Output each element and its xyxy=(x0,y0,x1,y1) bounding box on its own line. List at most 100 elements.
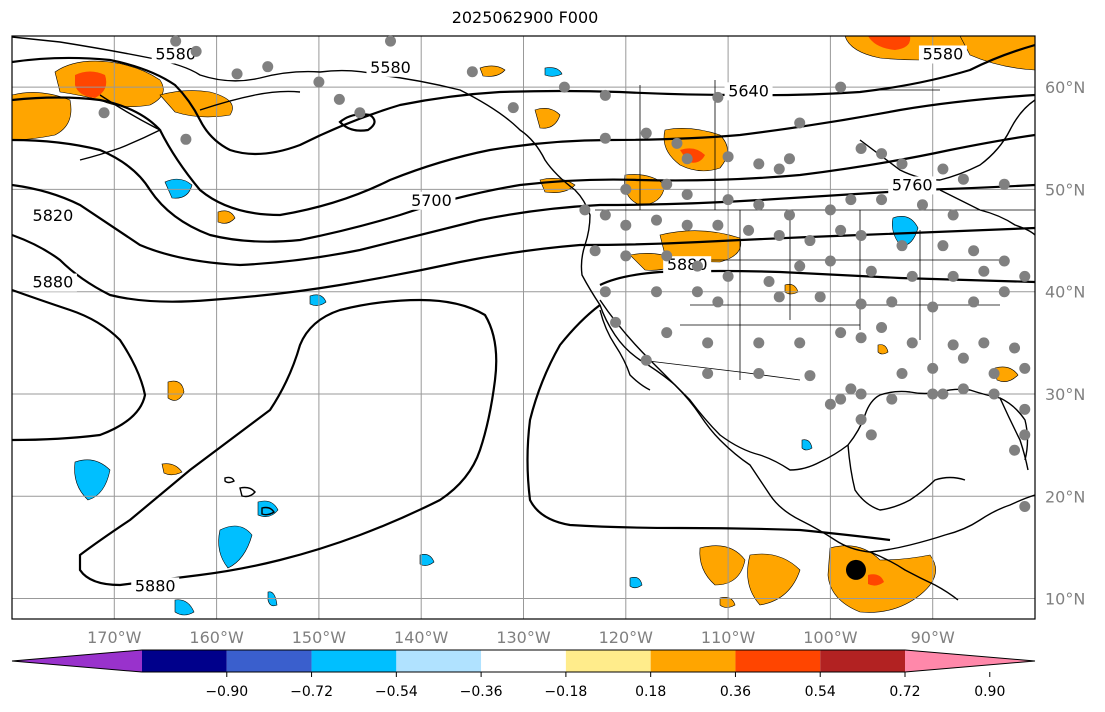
station-dot xyxy=(988,388,1000,400)
contour-label-bg xyxy=(151,45,200,64)
map-grid xyxy=(12,36,1035,619)
station-dot xyxy=(998,255,1010,267)
lon-tick-label: 160°W xyxy=(189,628,244,647)
station-dot xyxy=(865,429,877,441)
station-dot xyxy=(773,229,785,241)
station-dot xyxy=(231,68,243,80)
station-dot xyxy=(835,224,847,236)
station-dot xyxy=(916,199,928,211)
station-dot xyxy=(650,286,662,298)
contour-label: 5640 xyxy=(728,81,769,100)
station-dot xyxy=(855,143,867,155)
station-dot xyxy=(620,183,632,195)
station-dot xyxy=(896,240,908,252)
station-dot xyxy=(620,219,632,231)
station-dot xyxy=(671,137,683,149)
station-dot xyxy=(579,204,591,216)
contour-label: 5880 xyxy=(135,576,176,595)
station-dot xyxy=(855,414,867,426)
station-dot xyxy=(640,127,652,139)
map-frame xyxy=(11,35,1036,620)
colorbar-tick-label: −0.90 xyxy=(205,684,248,700)
station-dot xyxy=(170,35,182,47)
station-dot xyxy=(957,352,969,364)
station-dot xyxy=(691,286,703,298)
station-dot xyxy=(691,260,703,272)
station-dot xyxy=(896,158,908,170)
station-dot xyxy=(824,398,836,410)
colorbar-tick-label: 0.72 xyxy=(889,684,920,700)
station-dot xyxy=(753,337,765,349)
station-dot xyxy=(262,61,274,73)
contour-label: 5820 xyxy=(33,206,74,225)
station-dot xyxy=(466,66,478,78)
contour-label-bg xyxy=(918,45,967,64)
station-dot xyxy=(702,337,714,349)
station-dot xyxy=(998,178,1010,190)
station-dot xyxy=(886,296,898,308)
lat-tick-label: 20°N xyxy=(1045,487,1085,506)
station-dot xyxy=(558,81,570,93)
colorbar-tick-label: 0.90 xyxy=(974,684,1005,700)
station-dot xyxy=(876,322,888,333)
station-dot xyxy=(190,45,202,57)
station-dot xyxy=(978,265,990,277)
colorbar-tick-label: 0.36 xyxy=(720,684,751,700)
station-dot xyxy=(599,286,611,298)
station-dot xyxy=(722,194,734,206)
station-dot xyxy=(947,270,959,282)
station-dot xyxy=(937,388,949,400)
station-dot xyxy=(180,133,192,145)
station-dot xyxy=(794,260,806,272)
longitude-labels: 170°W 160°W 150°W 140°W 130°W 120°W 110°W 100°W… xyxy=(87,628,955,647)
station-dot xyxy=(650,214,662,226)
station-dot xyxy=(937,163,949,175)
station-dot xyxy=(968,245,980,257)
contour-label: 5760 xyxy=(892,175,933,194)
negative-anomaly-shading xyxy=(74,67,919,616)
station-dot xyxy=(876,194,888,206)
station-dot xyxy=(507,102,519,114)
station-dot xyxy=(835,327,847,339)
station-dot xyxy=(753,158,765,170)
station-dot xyxy=(886,393,898,405)
lon-tick-label: 120°W xyxy=(599,628,654,647)
station-dot xyxy=(824,204,836,216)
colorbar-tick-label: 0.18 xyxy=(635,684,666,700)
lon-tick-label: 110°W xyxy=(701,628,756,647)
lat-tick-label: 10°N xyxy=(1045,590,1085,609)
contour-label: 5700 xyxy=(411,191,452,210)
station-dot xyxy=(681,153,693,165)
station-dot xyxy=(968,296,980,308)
contour-label: 5580 xyxy=(923,45,964,64)
station-dot xyxy=(681,189,693,201)
station-dot xyxy=(957,383,969,395)
map-title: 2025062900 F000 xyxy=(451,8,599,27)
colorbar-segment xyxy=(226,650,312,672)
colorbar-tick-label: −0.18 xyxy=(544,684,587,700)
station-dot xyxy=(1019,362,1031,374)
station-dot xyxy=(794,337,806,349)
large-marker-group xyxy=(845,559,866,580)
station-dot xyxy=(824,255,836,267)
lon-tick-label: 150°W xyxy=(292,628,347,647)
station-dot xyxy=(988,368,1000,380)
station-dot xyxy=(845,194,857,206)
station-dot xyxy=(978,337,990,349)
contour-label: 5580 xyxy=(155,45,196,64)
station-dot xyxy=(385,35,397,47)
station-dot xyxy=(773,291,785,303)
lon-tick-label: 140°W xyxy=(394,628,449,647)
station-dot xyxy=(98,107,110,119)
station-dot xyxy=(763,275,775,287)
lat-tick-label: 60°N xyxy=(1045,78,1085,97)
station-dot xyxy=(927,388,939,400)
station-dot xyxy=(354,107,366,119)
station-dot xyxy=(753,199,765,211)
station-dot xyxy=(610,316,622,328)
station-dot xyxy=(661,250,673,262)
station-dot xyxy=(957,173,969,185)
station-dot xyxy=(855,332,867,344)
station-dot xyxy=(620,250,632,262)
